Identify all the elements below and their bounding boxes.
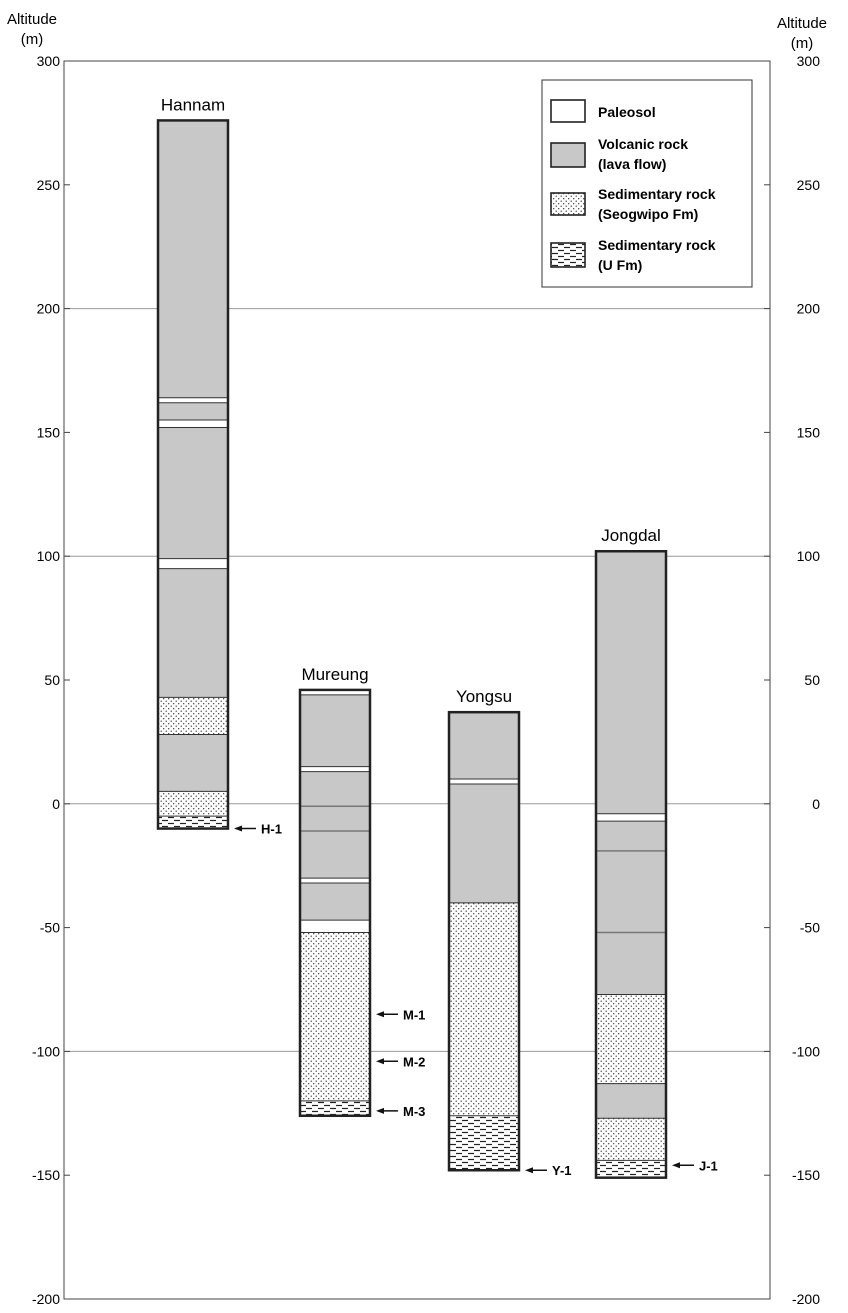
legend-label-paleosol: Paleosol bbox=[598, 104, 656, 120]
right-tick-label: 100 bbox=[797, 548, 821, 564]
left-tick-label: -150 bbox=[32, 1167, 60, 1183]
sample-label: J-1 bbox=[699, 1158, 718, 1173]
left-tick-label: -50 bbox=[40, 920, 60, 936]
left-tick-label: 200 bbox=[37, 301, 61, 317]
column-outline bbox=[298, 688, 372, 1118]
sample-arrowhead bbox=[672, 1162, 680, 1169]
sample-label: Y-1 bbox=[552, 1163, 572, 1178]
right-tick-label: 250 bbox=[797, 177, 821, 193]
sample-arrowhead bbox=[525, 1167, 533, 1174]
layer-paleosol bbox=[158, 397, 228, 403]
layer-paleosol bbox=[300, 878, 370, 884]
left-tick-label: 150 bbox=[37, 424, 61, 440]
axis-ticks: 300 300 250 250 200 200 150 150 100 100 50 50 0 0 -50 -… bbox=[32, 53, 820, 1307]
layer-ufm bbox=[449, 1115, 519, 1171]
right-tick-label: -200 bbox=[792, 1291, 820, 1307]
legend-swatch-volcanic bbox=[550, 142, 586, 168]
right-axis-title: Altitude (m) bbox=[777, 15, 827, 52]
sample-arrowhead bbox=[376, 1107, 384, 1114]
column-jongdal: Jongdal J-1 bbox=[594, 526, 718, 1179]
right-tick-label: -100 bbox=[792, 1043, 820, 1059]
left-tick-label: 100 bbox=[37, 548, 61, 564]
left-tick-label: 0 bbox=[52, 796, 60, 812]
layer-volcanic bbox=[158, 402, 228, 421]
layer-volcanic bbox=[158, 120, 228, 398]
left-tick-label: -200 bbox=[32, 1291, 60, 1307]
legend-label-ufm: Sedimentary rock (U Fm) bbox=[598, 237, 716, 273]
sample-arrowhead bbox=[376, 1058, 384, 1065]
layer-volcanic bbox=[596, 551, 666, 814]
sample-label: M-3 bbox=[403, 1104, 425, 1119]
column-outline bbox=[156, 119, 230, 830]
layer-paleosol bbox=[300, 689, 370, 695]
column-name: Mureung bbox=[301, 665, 368, 684]
right-tick-label: 150 bbox=[797, 424, 821, 440]
layer-seogwipo bbox=[449, 902, 519, 1116]
layer-seogwipo bbox=[158, 697, 228, 735]
layer-seogwipo bbox=[596, 1118, 666, 1161]
left-axis-title: Altitude (m) bbox=[7, 11, 57, 48]
layer-paleosol bbox=[158, 558, 228, 569]
column-name: Jongdal bbox=[601, 526, 661, 545]
sample-arrowhead bbox=[376, 1011, 384, 1018]
right-tick-label: -150 bbox=[792, 1167, 820, 1183]
layer-volcanic bbox=[300, 694, 370, 767]
layer-volcanic bbox=[596, 1083, 666, 1119]
legend-label-seogwipo: Sedimentary rock (Seogwipo Fm) bbox=[598, 186, 716, 222]
sample-label: M-1 bbox=[403, 1007, 425, 1022]
right-tick-label: -50 bbox=[800, 920, 820, 936]
sample-arrowhead bbox=[234, 825, 242, 832]
stratigraphic-columns: Hannam H-1 Mureung M-1 M-2 M-3 Yongsu Y-1 Jongda… bbox=[156, 95, 718, 1179]
layer-paleosol bbox=[596, 813, 666, 822]
layer-volcanic bbox=[158, 568, 228, 698]
right-tick-label: 50 bbox=[804, 672, 820, 688]
right-tick-label: 300 bbox=[797, 53, 821, 69]
layer-ufm bbox=[300, 1100, 370, 1116]
left-tick-label: 250 bbox=[37, 177, 61, 193]
layer-volcanic bbox=[158, 734, 228, 792]
layer-volcanic bbox=[449, 712, 519, 780]
legend-swatch-seogwipo bbox=[550, 192, 586, 216]
left-tick-label: 50 bbox=[44, 672, 60, 688]
left-tick-label: 300 bbox=[37, 53, 61, 69]
sample-label: H-1 bbox=[261, 822, 282, 837]
right-tick-label: 0 bbox=[812, 796, 820, 812]
layer-ufm bbox=[596, 1160, 666, 1178]
column-outline bbox=[594, 549, 668, 1179]
column-name: Yongsu bbox=[456, 687, 512, 706]
layer-volcanic bbox=[596, 821, 666, 995]
layer-volcanic bbox=[158, 427, 228, 559]
legend-swatch-paleosol bbox=[550, 99, 586, 123]
sample-label: M-2 bbox=[403, 1054, 425, 1069]
right-tick-label: 200 bbox=[797, 301, 821, 317]
legend-label-volcanic: Volcanic rock (lava flow) bbox=[598, 136, 688, 172]
legend: Paleosol Volcanic rock (lava flow) Sedime… bbox=[541, 79, 753, 288]
layer-volcanic bbox=[449, 783, 519, 903]
layer-paleosol bbox=[449, 779, 519, 784]
layer-ufm bbox=[158, 816, 228, 829]
column-name: Hannam bbox=[161, 95, 225, 114]
column-mureung: Mureung M-1 M-2 M-3 bbox=[298, 665, 425, 1119]
layer-volcanic bbox=[300, 883, 370, 921]
layer-paleosol bbox=[300, 920, 370, 933]
column-yongsu: Yongsu Y-1 bbox=[447, 687, 572, 1178]
layer-seogwipo bbox=[158, 791, 228, 817]
layer-seogwipo bbox=[300, 932, 370, 1101]
layer-paleosol bbox=[158, 420, 228, 428]
column-hannam: Hannam H-1 bbox=[156, 95, 282, 837]
legend-swatch-ufm bbox=[550, 242, 586, 268]
left-tick-label: -100 bbox=[32, 1043, 60, 1059]
layer-volcanic bbox=[300, 771, 370, 879]
layer-seogwipo bbox=[596, 994, 666, 1084]
layer-paleosol bbox=[300, 766, 370, 772]
column-outline bbox=[447, 710, 521, 1172]
